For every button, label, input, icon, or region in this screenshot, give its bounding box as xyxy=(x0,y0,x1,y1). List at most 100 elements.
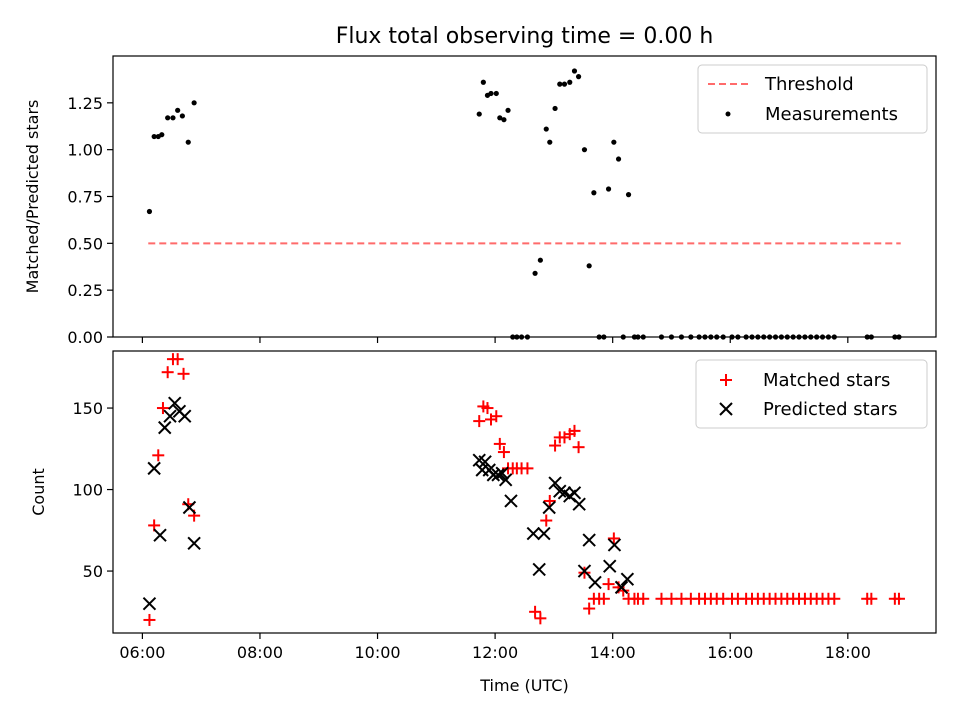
matched-star-point xyxy=(143,613,156,626)
bottom-y-axis: 50 100 150 xyxy=(72,399,113,581)
bottom-legend-box xyxy=(695,359,928,429)
x-tick-label: 08:00 xyxy=(237,643,283,662)
legend-measurements-label: Measurements xyxy=(765,104,898,125)
top-y-axis: 0.00 0.25 0.50 0.75 1.00 1.25 xyxy=(67,94,113,347)
predicted-star-point xyxy=(147,461,161,476)
bottom-data-marks xyxy=(142,353,905,626)
matched-star-point xyxy=(534,612,547,625)
measurement-point xyxy=(170,115,176,121)
matched-star-point xyxy=(540,514,553,527)
matched-star-point xyxy=(828,592,841,605)
measurement-point xyxy=(591,190,597,196)
matched-star-point xyxy=(572,441,585,454)
matched-star-point xyxy=(637,592,650,605)
x-tick-label: 14:00 xyxy=(590,643,636,662)
measurement-point xyxy=(175,107,181,113)
x-axis-label: Time (UTC) xyxy=(479,676,568,695)
measurement-point xyxy=(151,133,157,140)
matched-star-point xyxy=(529,605,542,618)
predicted-star-point xyxy=(495,466,509,480)
matched-star-point xyxy=(490,410,503,423)
matched-star-point xyxy=(543,494,556,507)
matched-star-point xyxy=(497,446,510,459)
matched-star-point xyxy=(865,592,878,605)
predicted-star-point xyxy=(603,559,617,573)
matched-star-point xyxy=(892,592,905,605)
measurement-point xyxy=(165,115,171,121)
top-axes-frame xyxy=(112,55,937,338)
legend-matched-label: Matched stars xyxy=(763,370,890,391)
measurement-point xyxy=(480,79,486,85)
measurement-point xyxy=(532,270,538,276)
predicted-star-point xyxy=(153,528,167,542)
bottom-panel: 50 100 150 06:00 08:00 10:00 12:00 14:00 16:00 1… xyxy=(29,350,937,695)
matched-star-point xyxy=(493,437,506,450)
predicted-star-point xyxy=(553,484,567,498)
predicted-star-point xyxy=(537,526,551,541)
matched-star-point xyxy=(583,602,596,615)
top-y-tick-label: 0.25 xyxy=(67,281,103,300)
predicted-star-point xyxy=(504,494,518,508)
top-legend: Threshold Measurements xyxy=(697,64,928,134)
predicted-star-point xyxy=(178,409,192,423)
bottom-legend: Matched stars Predicted stars xyxy=(695,359,928,429)
matched-star-point xyxy=(171,353,184,366)
matched-star-point xyxy=(568,424,581,437)
figure-title: Flux total observing time = 0.00 h xyxy=(336,24,714,49)
measurement-point xyxy=(571,68,578,74)
x-tick-label: 06:00 xyxy=(119,643,165,662)
matched-star-point xyxy=(597,592,610,605)
matched-star-point xyxy=(152,449,165,462)
predicted-star-point xyxy=(498,473,513,487)
measurement-point xyxy=(557,81,563,87)
bottom-axes-frame xyxy=(112,350,937,634)
predicted-star-point xyxy=(142,596,157,611)
predicted-star-point xyxy=(187,536,201,551)
legend-predicted-label: Predicted stars xyxy=(763,399,897,420)
measurement-point xyxy=(476,111,482,117)
matched-star-point xyxy=(161,366,174,379)
top-y-tick-label: 0.75 xyxy=(67,188,103,207)
matched-star-point xyxy=(156,402,169,415)
measurement-point xyxy=(552,105,558,112)
legend-measurements-swatch xyxy=(725,111,731,117)
x-tick-label: 12:00 xyxy=(472,643,518,662)
measurement-point xyxy=(575,74,582,80)
bottom-y-tick-label: 100 xyxy=(72,481,103,500)
x-tick-label: 10:00 xyxy=(354,643,400,662)
predicted-star-point xyxy=(607,538,622,552)
measurement-point xyxy=(611,139,617,145)
measurement-point xyxy=(567,79,573,85)
top-y-tick-label: 0.00 xyxy=(67,328,103,347)
measurement-point xyxy=(605,186,612,192)
measurement-point xyxy=(146,208,153,215)
top-y-tick-label: 1.00 xyxy=(67,141,103,160)
legend-threshold-label: Threshold xyxy=(764,74,854,95)
predicted-star-point xyxy=(588,575,602,590)
predicted-star-point xyxy=(168,396,182,410)
measurement-point xyxy=(488,90,494,97)
matched-star-point xyxy=(521,462,534,475)
measurement-point xyxy=(561,81,568,87)
predicted-star-point xyxy=(542,500,556,515)
predicted-star-point xyxy=(526,526,541,541)
matched-star-point xyxy=(177,367,190,380)
predicted-star-point xyxy=(572,497,586,511)
measurement-point xyxy=(505,107,511,113)
predicted-star-point xyxy=(620,572,635,586)
measurement-point xyxy=(185,139,191,145)
x-tick-label: 16:00 xyxy=(707,643,753,662)
predicted-star-point xyxy=(182,500,197,515)
bottom-y-tick-label: 150 xyxy=(72,399,103,418)
top-y-tick-label: 0.50 xyxy=(67,234,103,253)
matched-star-point xyxy=(473,415,486,428)
bottom-y-tick-label: 50 xyxy=(83,562,103,581)
bottom-y-axis-label: Count xyxy=(29,468,48,516)
predicted-star-point xyxy=(582,533,596,547)
top-x-axis xyxy=(141,337,849,343)
predicted-star-point xyxy=(567,486,582,500)
predicted-star-point xyxy=(158,420,172,435)
legend-predicted-swatch xyxy=(719,402,733,416)
predicted-star-point xyxy=(491,468,505,482)
